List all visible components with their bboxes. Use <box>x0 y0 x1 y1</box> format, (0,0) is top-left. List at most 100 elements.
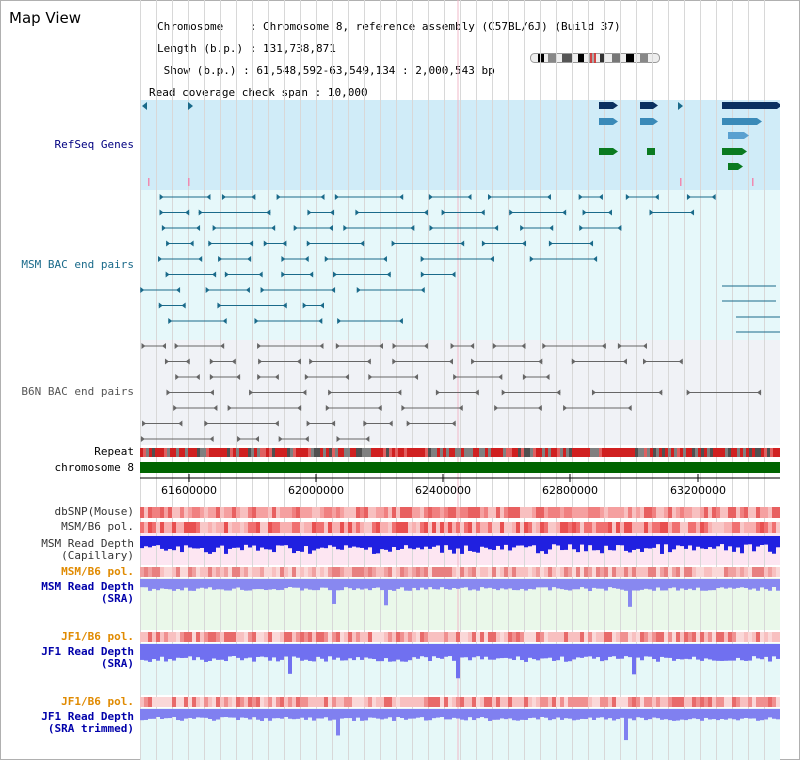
msm-pol2-cell <box>472 567 476 577</box>
msm-sra-depth-bar <box>592 579 596 588</box>
msm-pol2-cell <box>232 567 236 577</box>
jf1-trim-depth-bar <box>152 709 156 719</box>
jf1-sra-depth-bar <box>704 644 708 659</box>
msm-cap-depth-bar <box>596 536 600 551</box>
msm-pol2-cell <box>468 567 472 577</box>
msm-sra-depth-bar <box>152 579 156 589</box>
msm-sra-depth-bar <box>292 579 296 588</box>
jf1-sra-depth-bar <box>416 644 420 659</box>
msm-bac-end <box>159 194 164 200</box>
msm-pol2-cell <box>648 567 652 577</box>
jf1-pol-cell <box>472 632 476 642</box>
b6n-bac-end <box>164 358 169 365</box>
msm-cap-depth-bar <box>436 536 440 546</box>
msm-bac-end <box>198 209 203 216</box>
jf1-sra-depth-bar <box>208 644 212 661</box>
msm-pol2-cell <box>332 567 336 577</box>
msm-sra-depth-bar <box>556 579 560 589</box>
jf1-pol-cell <box>488 632 492 642</box>
b6n-bac-end <box>501 389 506 396</box>
jf1-pol2-cell <box>176 697 180 707</box>
msm-pol2-cell <box>684 567 688 577</box>
jf1-sra-depth-bar <box>764 644 768 657</box>
msm-sra-depth-bar <box>344 579 348 588</box>
dbsnp-cell <box>220 507 224 518</box>
msm-cap-depth-bar <box>548 536 552 550</box>
msm-pol-cell <box>212 522 216 533</box>
jf1-pol2-cell <box>440 697 444 707</box>
msm-cap-depth-bar <box>416 536 420 548</box>
msm-pol2-cell <box>700 567 704 577</box>
msm-sra-depth-bar <box>572 579 576 590</box>
refseq-gene <box>640 118 653 125</box>
b6n-bac-end <box>642 358 647 365</box>
jf1-sra-depth-bar <box>484 644 488 657</box>
jf1-trim-depth-bar <box>724 709 728 720</box>
jf1-trim-depth-bar <box>580 709 584 719</box>
repeat-block <box>461 448 464 457</box>
repeat-block <box>695 448 698 457</box>
msm-cap-depth-bar <box>312 536 316 551</box>
jf1-pol-cell <box>316 632 320 642</box>
repeat-block <box>734 448 737 457</box>
msm-pol2-cell <box>624 567 628 577</box>
msm-pol-cell <box>596 522 600 533</box>
msm-sra-depth-bar <box>732 579 736 589</box>
msm-pol-cell <box>436 522 440 533</box>
msm-pol-cell <box>748 522 752 533</box>
jf1-pol-cell <box>552 632 556 642</box>
dbsnp-cell <box>584 507 588 518</box>
repeat-block <box>248 448 251 457</box>
jf1-pol2-cell <box>380 697 384 707</box>
repeat-block <box>140 448 143 457</box>
dbsnp-cell <box>464 507 468 518</box>
jf1-pol2-cell <box>704 697 708 707</box>
msm-bac-end <box>548 240 553 247</box>
jf1-trim-depth-bar <box>532 709 536 718</box>
repeat-block <box>437 448 440 457</box>
msm-pol-cell <box>284 522 288 533</box>
chromosome-ideogram[interactable] <box>530 53 660 63</box>
jf1-trim-depth-bar <box>596 709 600 718</box>
dbsnp-cell <box>208 507 212 518</box>
repeat-block <box>551 448 554 457</box>
msm-pol2-cell <box>540 567 544 577</box>
axis-tick: 61600000 <box>161 484 217 497</box>
repeat-block <box>422 448 425 457</box>
repeat-block <box>575 448 578 457</box>
jf1-sra-depth-bar <box>728 644 732 661</box>
jf1-sra-depth-bar <box>532 644 536 660</box>
jf1-sra-depth-bar <box>500 644 504 659</box>
dbsnp-cell <box>648 507 652 518</box>
jf1-pol-cell <box>236 632 240 642</box>
msm-pol2-cell <box>440 567 444 577</box>
jf1-pol-cell <box>312 632 316 642</box>
dbsnp-cell <box>564 507 568 518</box>
msm-cap-depth-bar <box>340 536 344 550</box>
jf1-pol2-cell <box>656 697 660 707</box>
msm-cap-depth-bar <box>268 536 272 550</box>
repeat-block <box>557 448 560 457</box>
msm-pol2-cell <box>636 567 640 577</box>
dbsnp-cell <box>468 507 472 518</box>
repeat-block <box>320 448 323 457</box>
msm-cap-depth-bar <box>164 536 168 551</box>
repeat-block <box>305 448 308 457</box>
msm-pol-cell <box>192 522 196 533</box>
msm-sra-depth-bar <box>448 579 452 590</box>
jf1-pol-cell <box>468 632 472 642</box>
jf1-pol2-cell <box>364 697 368 707</box>
jf1-sra-depth-bar <box>692 644 696 657</box>
jf1-trim-depth-bar <box>288 709 292 719</box>
msm-pol-cell <box>708 522 712 533</box>
msm-pol-cell <box>320 522 324 533</box>
msm-pol2-cell <box>256 567 260 577</box>
jf1-pol-cell <box>700 632 704 642</box>
msm-pol-cell <box>272 522 276 533</box>
msm-cap-depth-bar <box>724 536 728 551</box>
repeat-block <box>713 448 716 457</box>
jf1-trim-depth-bar <box>292 709 296 720</box>
jf1-pol-cell <box>716 632 720 642</box>
msm-sra-depth-bar <box>708 579 712 591</box>
jf1-sra-depth-bar <box>404 644 408 662</box>
